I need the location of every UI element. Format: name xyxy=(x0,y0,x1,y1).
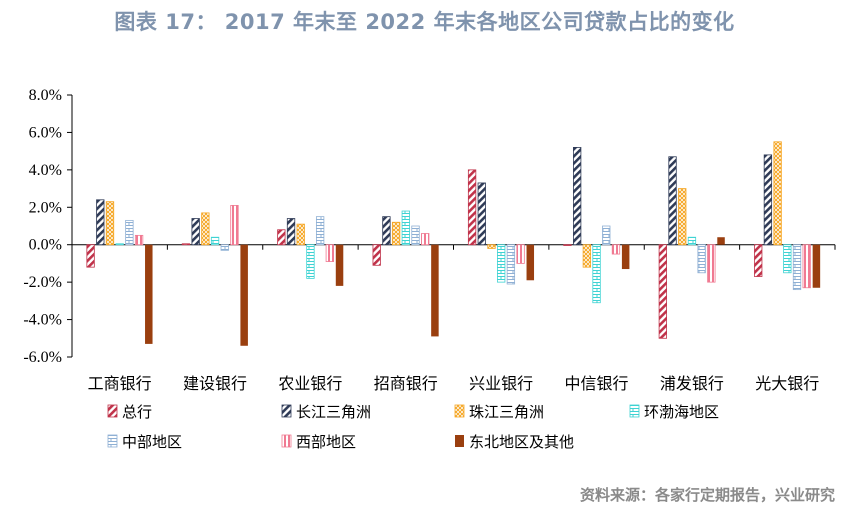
bar-7-4 xyxy=(431,244,439,337)
bar-3-7 xyxy=(678,188,687,246)
x-category-label: 中信银行 xyxy=(565,374,629,393)
x-category-label: 光大银行 xyxy=(755,374,819,393)
bar-6-5 xyxy=(516,244,525,264)
bar-2-5 xyxy=(477,182,486,246)
bar-7-2 xyxy=(240,244,248,346)
bar-2-4 xyxy=(382,216,391,246)
legend-label: 总行 xyxy=(122,403,152,421)
bar-5-8 xyxy=(792,244,802,291)
bar-2-7 xyxy=(668,156,677,246)
bar-3-3 xyxy=(296,223,305,246)
legend-label: 西部地区 xyxy=(296,433,356,451)
bar-4-7 xyxy=(687,236,697,246)
legend-swatch xyxy=(454,404,465,418)
bar-5-2 xyxy=(220,244,229,251)
bar-3-5 xyxy=(487,244,496,249)
bar-1-5 xyxy=(467,169,477,246)
bar-3-2 xyxy=(201,212,210,246)
bar-1-2 xyxy=(181,243,191,246)
bar-5-5 xyxy=(506,244,516,285)
bar-4-5 xyxy=(497,244,506,283)
bar-6-4 xyxy=(421,233,430,246)
bar-6-1 xyxy=(134,234,144,246)
bar-3-1 xyxy=(105,201,115,246)
bar-5-1 xyxy=(125,219,134,246)
bar-2-3 xyxy=(286,218,296,246)
x-category-label: 工商银行 xyxy=(88,374,152,393)
y-tick-label: -2.0% xyxy=(23,274,62,291)
bar-5-4 xyxy=(411,225,420,246)
y-tick-label: 6.0% xyxy=(29,124,62,141)
legend-label: 东北地区及其他 xyxy=(469,433,574,451)
bar-3-8 xyxy=(773,141,782,246)
x-category-label: 浦发银行 xyxy=(660,374,724,393)
bar-6-8 xyxy=(802,244,811,289)
bar-1-3 xyxy=(277,229,286,246)
y-tick-label: 8.0% xyxy=(29,87,62,104)
bar-7-7 xyxy=(717,237,725,245)
legend-swatch xyxy=(281,434,292,448)
bar-2-1 xyxy=(96,199,105,246)
legend-swatch xyxy=(629,404,640,418)
bar-7-5 xyxy=(526,244,535,281)
legend-label: 长江三角洲 xyxy=(296,403,371,421)
bar-6-3 xyxy=(325,244,334,262)
bar-3-6 xyxy=(582,244,592,268)
bar-5-3 xyxy=(315,216,325,246)
bar-1-4 xyxy=(372,244,381,266)
legend-label: 环渤海地区 xyxy=(644,403,719,421)
chart-title: 图表 17： 2017 年末至 2022 年末各地区公司贷款占比的变化 xyxy=(114,10,735,34)
bar-1-8 xyxy=(754,244,763,277)
legend-swatch xyxy=(455,435,464,447)
source-note: 资料来源：各家行定期报告，兴业研究 xyxy=(579,486,835,504)
bar-2-2 xyxy=(191,218,200,246)
bar-2-8 xyxy=(763,154,773,246)
x-category-label: 农业银行 xyxy=(278,374,342,393)
bar-7-8 xyxy=(812,244,821,288)
bar-1-6 xyxy=(563,244,572,246)
bar-5-6 xyxy=(602,225,611,246)
legend-label: 珠江三角洲 xyxy=(469,403,544,421)
bar-1-7 xyxy=(658,244,667,339)
bar-7-1 xyxy=(145,244,153,344)
x-category-label: 建设银行 xyxy=(183,374,247,393)
bar-4-6 xyxy=(592,244,601,304)
y-tick-label: -6.0% xyxy=(23,349,62,366)
bar-7-3 xyxy=(335,244,344,286)
bar-6-7 xyxy=(707,244,716,283)
legend-swatch xyxy=(107,434,118,448)
y-tick-label: -4.0% xyxy=(23,312,62,329)
legend-swatch xyxy=(107,404,118,418)
bar-2-6 xyxy=(573,146,582,246)
y-tick-label: 4.0% xyxy=(29,162,62,179)
bar-4-2 xyxy=(210,236,220,246)
y-tick-label: 0.0% xyxy=(29,237,62,254)
x-category-label: 招商银行 xyxy=(374,374,438,393)
legend-swatch xyxy=(281,404,292,418)
bar-3-4 xyxy=(391,221,401,246)
bar-4-1 xyxy=(115,243,124,246)
legend-label: 中部地区 xyxy=(122,433,182,451)
bar-7-6 xyxy=(621,244,630,270)
bar-6-6 xyxy=(611,244,621,255)
bar-4-8 xyxy=(783,244,792,274)
y-tick-label: 2.0% xyxy=(29,199,62,216)
bar-5-7 xyxy=(697,244,706,274)
x-category-label: 兴业银行 xyxy=(469,374,533,393)
bar-4-4 xyxy=(401,210,410,246)
bar-6-2 xyxy=(230,205,239,246)
bar-1-1 xyxy=(86,244,95,268)
bar-4-3 xyxy=(306,244,315,279)
